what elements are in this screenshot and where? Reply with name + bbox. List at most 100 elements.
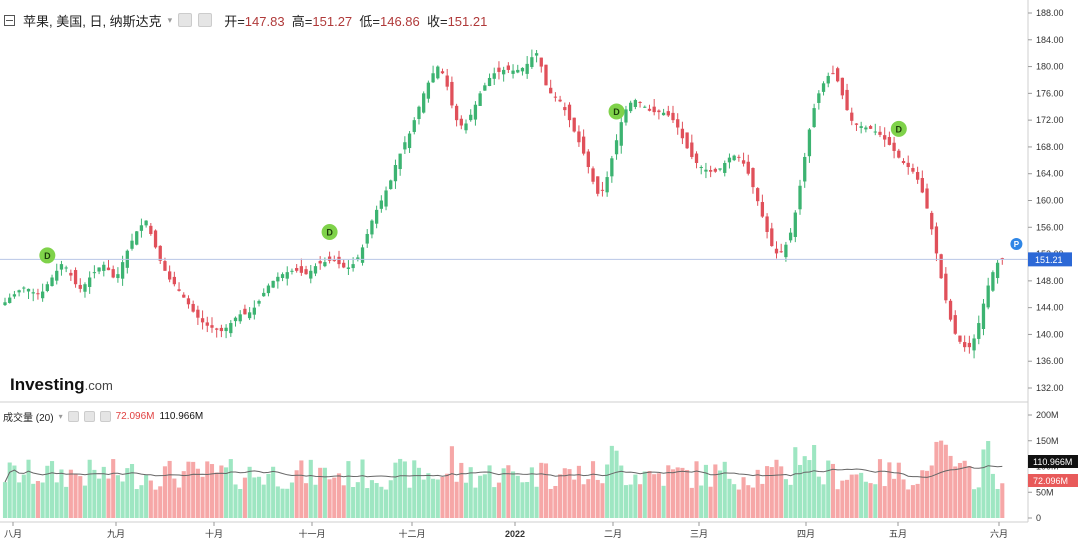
volume-bar: [191, 461, 196, 518]
candle: [831, 73, 835, 75]
x-tick-label: 2022: [505, 529, 525, 539]
volume-bar: [506, 465, 511, 518]
volume-bar: [21, 474, 26, 518]
collapse-icon[interactable]: [4, 14, 15, 26]
chevron-down-icon[interactable]: ▾: [167, 14, 173, 25]
candle: [685, 132, 689, 149]
candle: [243, 308, 247, 315]
volume-bar: [120, 481, 125, 518]
low-value: 146.86: [379, 13, 420, 29]
volume-bar: [379, 486, 384, 518]
volume-bar: [675, 467, 680, 518]
volume-bar: [835, 489, 840, 518]
candle: [788, 232, 793, 241]
close-icon[interactable]: [99, 411, 111, 422]
volume-bar: [383, 489, 389, 518]
candle: [779, 251, 783, 253]
volume-bar: [139, 485, 144, 518]
candle: [280, 274, 285, 278]
candle: [845, 89, 849, 111]
candle: [422, 93, 426, 113]
volume-bar: [313, 484, 318, 518]
volume-bar: [7, 462, 12, 518]
candle: [530, 57, 534, 68]
volume-bar: [948, 455, 953, 518]
candle: [200, 318, 205, 323]
volume-tick-label: 0: [1036, 513, 1041, 523]
settings-icon[interactable]: [67, 411, 79, 422]
candle: [676, 119, 680, 128]
volume-bar: [162, 466, 167, 518]
candle: [97, 267, 101, 272]
candle: [727, 157, 732, 163]
volume-bar: [525, 482, 530, 518]
candle: [219, 327, 224, 332]
candle: [647, 108, 652, 111]
candle: [487, 77, 492, 87]
split-marker[interactable]: [1010, 238, 1023, 251]
candle: [741, 160, 746, 164]
volume-bar: [576, 465, 581, 518]
candle: [262, 292, 266, 297]
volume-bar: [845, 479, 850, 518]
candle: [351, 264, 355, 269]
chevron-down-icon[interactable]: ▾: [58, 412, 63, 421]
volume-bar: [144, 474, 149, 518]
volume-bar: [736, 489, 741, 518]
split-marker-label: P: [1014, 240, 1020, 249]
volume-bar: [892, 478, 897, 518]
dividend-marker[interactable]: [321, 223, 338, 240]
volume-bar: [2, 482, 8, 518]
candle: [977, 323, 981, 339]
dividend-marker-label: D: [326, 227, 333, 237]
candle: [469, 114, 473, 121]
volume-bar: [605, 464, 610, 518]
x-tick-label: 十月: [205, 528, 223, 539]
volume-bar: [463, 482, 469, 518]
volume-title[interactable]: 成交量 (20): [3, 413, 54, 424]
volume-bar: [877, 459, 883, 518]
dividend-marker[interactable]: [890, 120, 907, 137]
volume-bar: [336, 473, 342, 518]
candle: [873, 131, 877, 133]
candle: [346, 267, 351, 269]
candle: [478, 93, 482, 106]
candle: [229, 323, 233, 334]
last-volume-tag: [1028, 474, 1078, 487]
logo-suffix: .com: [84, 378, 113, 393]
x-tick-label: 八月: [4, 529, 22, 539]
volume-bar: [393, 462, 398, 518]
candle: [304, 269, 308, 275]
volume-bar: [35, 480, 40, 518]
candle: [690, 142, 694, 157]
candle: [699, 167, 703, 169]
candle: [502, 69, 506, 75]
volume-bar: [614, 450, 619, 518]
candle: [577, 131, 581, 143]
dividend-marker[interactable]: [608, 103, 625, 120]
volume-bar: [214, 472, 219, 518]
candle: [342, 262, 346, 268]
volume-bar: [929, 465, 934, 518]
visibility-icon[interactable]: [198, 13, 213, 27]
candle: [3, 302, 7, 306]
volume-bar: [440, 476, 445, 518]
volume-bar: [369, 480, 374, 518]
settings-icon[interactable]: [178, 13, 193, 27]
candle: [139, 225, 144, 231]
volume-bar: [478, 475, 483, 518]
volume-bar: [788, 484, 793, 518]
volume-bar: [717, 470, 723, 518]
candle: [149, 225, 153, 234]
symbol-title[interactable]: 苹果, 美国, 日, 纳斯达克: [23, 13, 162, 29]
y-tick-label: 188.00: [1036, 8, 1064, 18]
candle: [69, 272, 73, 276]
candle: [83, 284, 87, 292]
volume-bar: [972, 489, 977, 518]
visibility-icon[interactable]: [83, 411, 95, 422]
dividend-marker[interactable]: [39, 247, 56, 264]
candle: [332, 260, 336, 262]
candle: [106, 267, 111, 271]
